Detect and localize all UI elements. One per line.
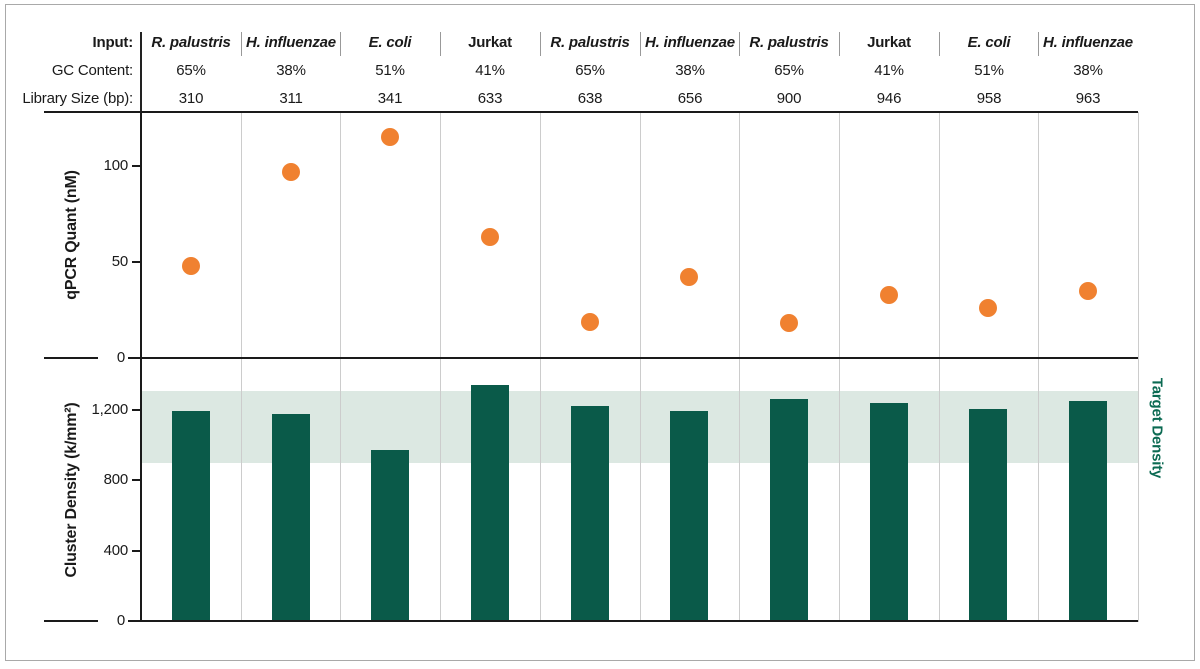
header-gc-cell-1: 38% <box>276 62 306 79</box>
header-input-cell-1: H. influenzae <box>246 34 336 51</box>
header-input-cell-5: H. influenzae <box>645 34 735 51</box>
qpcr-tick-label-0: 0 <box>98 348 128 368</box>
header-input-cell-4: R. palustris <box>550 34 630 51</box>
column-gridline <box>241 112 242 622</box>
header-column-separator <box>540 32 541 56</box>
header-input-cell-6: R. palustris <box>749 34 829 51</box>
header-size-cell-7: 946 <box>876 90 902 107</box>
header-column-separator <box>241 32 242 56</box>
header-size-cell-4: 638 <box>577 90 603 107</box>
header-size-cell-1: 311 <box>279 90 303 107</box>
header-gc-cell-9: 38% <box>1073 62 1103 79</box>
qpcr-dot-7 <box>880 286 898 304</box>
cluster-tick <box>132 409 141 411</box>
qpcr-quant-axis-title: qPCR Quant (nM) <box>63 170 80 300</box>
qpcr-tick <box>132 165 141 167</box>
column-gridline <box>640 112 641 622</box>
header-gc-cell-7: 41% <box>874 62 904 79</box>
header-column-separator <box>340 32 341 56</box>
cluster-tick <box>132 550 141 552</box>
column-gridline <box>440 112 441 622</box>
qpcr-tick-label-100: 100 <box>103 157 129 174</box>
qpcr-dot-6 <box>780 314 798 332</box>
header-size-cell-9: 963 <box>1075 90 1101 107</box>
header-size-cell-8: 958 <box>976 90 1002 107</box>
column-gridline <box>1038 112 1039 622</box>
cluster-bar-7 <box>870 403 908 621</box>
qpcr-dot-1 <box>282 163 300 181</box>
qpcr-dot-0 <box>182 257 200 275</box>
header-gc-cell-5: 38% <box>675 62 705 79</box>
column-gridline <box>739 112 740 622</box>
header-column-separator <box>739 32 740 56</box>
cluster-baseline <box>44 620 1138 622</box>
cluster-bar-1 <box>272 414 310 621</box>
header-gc-cell-6: 65% <box>774 62 804 79</box>
header-input-cell-7: Jurkat <box>867 34 911 51</box>
header-row-label-input: Input: <box>92 34 134 51</box>
header-size-cell-6: 900 <box>776 90 802 107</box>
target-density-label: Target Density <box>1148 377 1166 479</box>
header-row-label-library-size: Library Size (bp): <box>22 90 133 107</box>
qpcr-dot-8 <box>979 299 997 317</box>
qpcr-baseline <box>44 357 1138 359</box>
header-column-separator <box>1038 32 1039 56</box>
header-input-cell-8: E. coli <box>967 34 1011 51</box>
cluster-bar-2 <box>371 450 409 621</box>
cluster-bar-6 <box>770 399 808 621</box>
qpcr-dot-4 <box>581 313 599 331</box>
header-column-separator <box>939 32 940 56</box>
qpcr-dot-3 <box>481 228 499 246</box>
cluster-tick-label-1200: 1,200 <box>91 401 128 418</box>
cluster-bar-8 <box>969 409 1007 621</box>
column-gridline <box>1138 112 1139 622</box>
qpcr-tick-label-50: 50 <box>111 253 128 270</box>
header-row-label-gc-content: GC Content: <box>51 62 133 79</box>
header-size-cell-3: 633 <box>477 90 503 107</box>
header-gc-cell-0: 65% <box>176 62 206 79</box>
cluster-bar-4 <box>571 406 609 621</box>
header-label-separator <box>140 32 142 112</box>
cluster-tick-label-0: 0 <box>98 611 128 631</box>
column-gridline <box>939 112 940 622</box>
cluster-tick <box>132 479 141 481</box>
cluster-bar-9 <box>1069 401 1107 621</box>
qpcr-tick <box>132 261 141 263</box>
qpcr-dot-5 <box>680 268 698 286</box>
header-size-cell-0: 310 <box>178 90 204 107</box>
header-size-cell-2: 341 <box>377 90 403 107</box>
header-input-cell-3: Jurkat <box>468 34 512 51</box>
header-column-separator <box>839 32 840 56</box>
header-gc-cell-3: 41% <box>475 62 505 79</box>
header-gc-cell-8: 51% <box>974 62 1004 79</box>
y-axis-line <box>140 112 142 622</box>
cluster-bar-0 <box>172 411 210 621</box>
header-column-separator <box>440 32 441 56</box>
header-input-cell-0: R. palustris <box>151 34 231 51</box>
column-gridline <box>540 112 541 622</box>
qpcr-dot-9 <box>1079 282 1097 300</box>
figure-border <box>5 4 1195 661</box>
cluster-bar-5 <box>670 411 708 621</box>
header-input-cell-2: E. coli <box>368 34 412 51</box>
header-input-cell-9: H. influenzae <box>1043 34 1133 51</box>
cluster-bar-3 <box>471 385 509 621</box>
cluster-tick-label-800: 800 <box>103 471 129 488</box>
header-bottom-line <box>44 111 1138 113</box>
header-size-cell-5: 656 <box>677 90 703 107</box>
cluster-tick-label-400: 400 <box>103 542 129 559</box>
column-gridline <box>839 112 840 622</box>
header-gc-cell-2: 51% <box>375 62 405 79</box>
header-column-separator <box>640 32 641 56</box>
qpcr-dot-2 <box>381 128 399 146</box>
header-gc-cell-4: 65% <box>575 62 605 79</box>
column-gridline <box>340 112 341 622</box>
